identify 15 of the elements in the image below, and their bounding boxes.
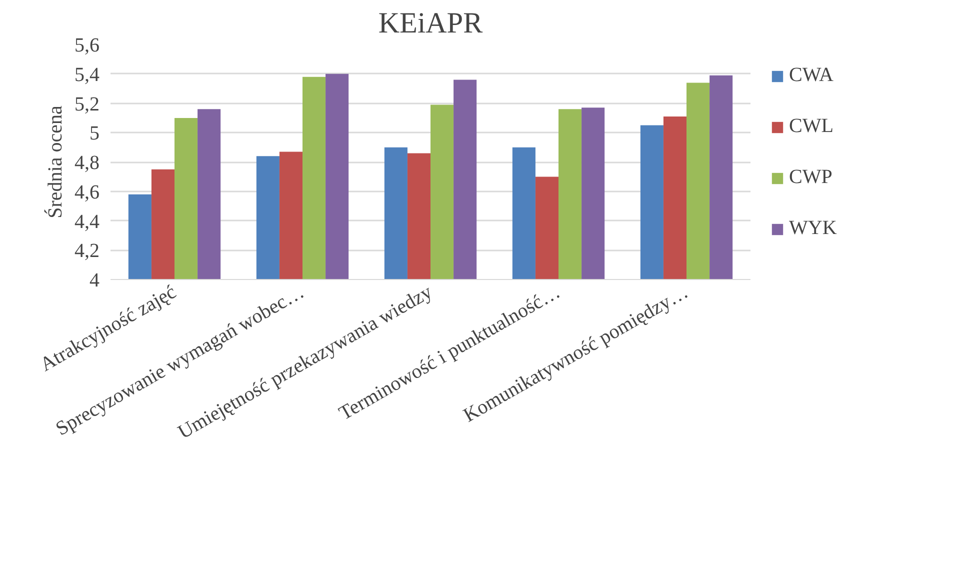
y-tick-label: 4,8 [74,152,100,174]
y-axis-title: Średnia ocena [44,106,66,218]
y-tick-label: 4,2 [74,240,100,262]
y-tick-label: 5,6 [74,34,100,56]
y-tick-label: 4 [90,270,100,292]
legend-label: CWL [789,115,834,138]
y-tick-label: 5,4 [74,64,100,86]
legend-label: WYK [789,217,838,240]
y-tick-label: 4,4 [74,210,100,233]
legend-label: CWP [789,166,834,189]
y-tick-label: 4,6 [74,181,100,204]
y-tick-label: 5,2 [74,93,100,116]
chart-title: KEiAPR [378,8,484,40]
y-tick-label: 5 [90,122,100,145]
legend-label: CWA [789,64,834,87]
